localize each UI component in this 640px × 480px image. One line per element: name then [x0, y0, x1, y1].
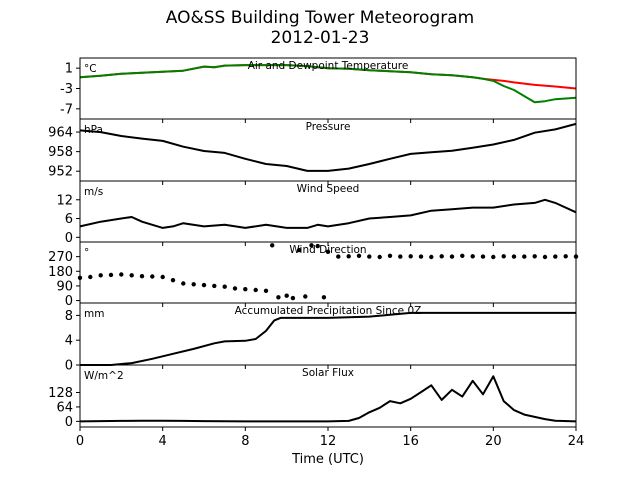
panel-unit-label: m/s — [84, 186, 103, 198]
data-point — [108, 272, 114, 278]
panel-unit-label: ° — [84, 247, 89, 259]
x-axis-label: Time (UTC) — [292, 452, 364, 467]
data-point — [522, 254, 527, 259]
series-line — [79, 198, 577, 229]
data-point — [88, 274, 93, 280]
x-tick-label: 4 — [159, 434, 167, 449]
data-point — [418, 254, 424, 259]
data-point — [181, 281, 186, 286]
data-point — [449, 254, 455, 259]
series-line — [80, 311, 576, 366]
data-point — [325, 249, 331, 254]
y-tick-label: 0 — [65, 415, 73, 430]
panel-title: Wind Speed — [297, 183, 360, 195]
data-point — [150, 274, 155, 279]
data-point — [398, 254, 403, 259]
panel-unit-label: °C — [84, 63, 97, 75]
y-tick-label: 6 — [65, 212, 73, 227]
chart-subtitle: 2012-01-23 — [270, 28, 370, 48]
panel-title: Air and Dewpoint Temperature — [248, 60, 409, 72]
y-tick-label: 128 — [48, 386, 73, 401]
data-point — [501, 254, 506, 259]
data-point — [309, 243, 314, 248]
data-point — [532, 254, 537, 259]
y-tick-label: 1 — [65, 62, 73, 77]
data-point — [296, 247, 302, 253]
data-point — [119, 272, 124, 277]
series-line — [79, 64, 577, 104]
y-tick-label: 64 — [56, 400, 73, 415]
y-tick-label: 0 — [65, 294, 73, 309]
panel-title: Solar Flux — [302, 367, 354, 379]
data-point — [470, 254, 475, 259]
series-line — [79, 122, 577, 172]
panel-unit-label: mm — [84, 308, 104, 320]
data-point — [270, 243, 275, 248]
data-point — [222, 284, 227, 289]
panel-title: Accumulated Precipitation Since 0Z — [235, 305, 422, 317]
data-point — [387, 253, 393, 258]
series-line — [79, 375, 577, 423]
y-tick-label: 8 — [65, 309, 73, 324]
y-tick-label: 0 — [65, 359, 73, 374]
data-point — [460, 253, 465, 258]
y-tick-label: 964 — [48, 126, 73, 141]
y-tick-label: 958 — [48, 145, 73, 160]
data-point — [276, 295, 281, 300]
data-point — [480, 254, 486, 259]
y-tick-label: 0 — [65, 231, 73, 246]
data-point — [511, 254, 517, 259]
x-tick-label: 24 — [568, 434, 585, 449]
data-point — [191, 282, 196, 287]
data-point — [290, 295, 296, 301]
data-point — [563, 254, 568, 259]
data-point — [263, 288, 269, 293]
data-point — [243, 287, 248, 292]
data-point — [315, 243, 320, 249]
data-point — [408, 254, 413, 259]
panel-title: Wind Direction — [289, 244, 366, 256]
data-point — [336, 254, 341, 259]
data-point — [542, 254, 548, 260]
x-tick-label: 16 — [402, 434, 419, 449]
y-tick-label: 270 — [48, 250, 73, 265]
data-point — [98, 273, 103, 278]
data-point — [139, 274, 145, 279]
data-point — [377, 254, 382, 260]
x-tick-label: 12 — [320, 434, 337, 449]
y-tick-label: 90 — [56, 279, 73, 294]
x-tick-label: 20 — [485, 434, 502, 449]
data-point — [253, 287, 258, 293]
y-tick-label: 952 — [48, 165, 73, 180]
y-tick-label: 4 — [65, 334, 73, 349]
data-point — [367, 254, 372, 259]
data-point — [212, 283, 217, 289]
y-tick-label: -7 — [60, 102, 73, 117]
data-point — [553, 254, 558, 259]
y-tick-label: 12 — [56, 193, 73, 208]
panel-title: Pressure — [306, 121, 351, 133]
data-point — [160, 274, 165, 280]
data-point — [303, 294, 308, 299]
x-tick-label: 0 — [76, 434, 84, 449]
data-point — [232, 286, 238, 291]
data-point — [201, 282, 207, 288]
panel-unit-label: hPa — [84, 124, 103, 136]
data-point — [284, 293, 289, 298]
data-point — [321, 295, 327, 300]
panel-unit-label: W/m^2 — [84, 370, 124, 382]
chart-title: AO&SS Building Tower Meteorogram — [165, 8, 475, 28]
y-tick-label: -3 — [60, 82, 73, 97]
x-tick-label: 8 — [241, 434, 249, 449]
data-point — [129, 273, 134, 278]
data-point — [429, 254, 434, 260]
data-point — [439, 254, 444, 259]
y-tick-label: 180 — [48, 265, 73, 280]
data-point — [346, 254, 351, 259]
data-point — [491, 254, 496, 260]
data-point — [170, 278, 176, 283]
data-point — [356, 253, 362, 258]
